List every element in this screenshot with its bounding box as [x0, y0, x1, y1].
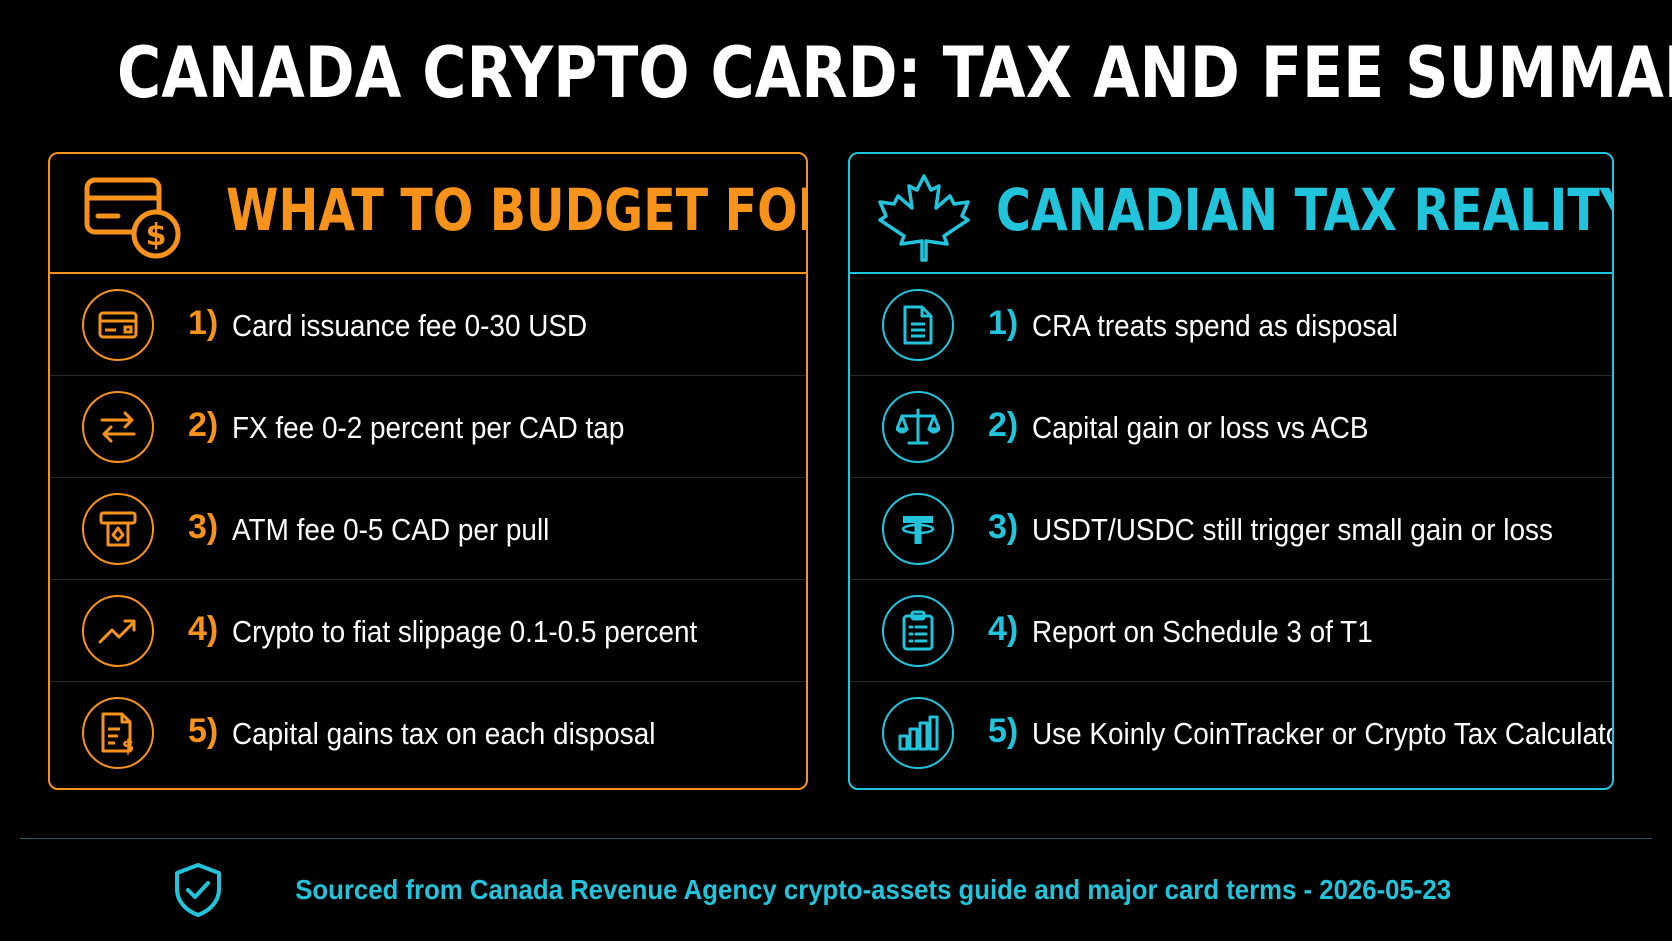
card-dollar-icon: $: [84, 177, 181, 259]
credit-card-icon: [82, 289, 154, 361]
item-text: Capital gains tax on each disposal: [232, 716, 656, 751]
tax-panel: CANADIAN TAX REALITY 1) CRA treats spend…: [848, 152, 1614, 790]
footer: Sourced from Canada Revenue Agency crypt…: [0, 860, 1672, 920]
shield-check-icon: [174, 863, 221, 917]
item-number: 2): [188, 406, 219, 444]
tax-item: 3) USDT/USDC still trigger small gain or…: [850, 478, 1612, 580]
item-number: 1): [188, 304, 219, 342]
budget-panel-header: $ WHAT TO BUDGET FOR: [50, 154, 806, 274]
item-text: CRA treats spend as disposal: [1032, 308, 1399, 343]
item-number: 3): [188, 508, 219, 546]
item-text: Crypto to fiat slippage 0.1-0.5 percent: [232, 614, 698, 649]
budget-item: $ 5) Capital gains tax on each disposal: [50, 682, 806, 784]
budget-item: 4) Crypto to fiat slippage 0.1-0.5 perce…: [50, 580, 806, 682]
budget-item: 1) Card issuance fee 0-30 USD: [50, 274, 806, 376]
atm-icon: [82, 493, 154, 565]
tax-heading: CANADIAN TAX REALITY: [996, 176, 1614, 244]
tax-panel-header: CANADIAN TAX REALITY: [850, 154, 1612, 274]
tether-icon: [882, 493, 954, 565]
item-text: FX fee 0-2 percent per CAD tap: [232, 410, 625, 445]
trend-up-icon: [82, 595, 154, 667]
item-number: 1): [988, 304, 1019, 342]
item-text: Card issuance fee 0-30 USD: [232, 308, 588, 343]
item-text: Report on Schedule 3 of T1: [1032, 614, 1373, 649]
clipboard-icon: [882, 595, 954, 667]
footer-source-text: Sourced from Canada Revenue Agency crypt…: [295, 874, 1451, 905]
item-number: 4): [988, 610, 1019, 648]
item-number: 3): [988, 508, 1019, 546]
budget-heading: WHAT TO BUDGET FOR: [226, 176, 808, 244]
tax-item: 5) Use Koinly CoinTracker or Crypto Tax …: [850, 682, 1612, 784]
budget-panel: $ WHAT TO BUDGET FOR 1) Card issuance fe…: [48, 152, 808, 790]
maple-leaf-icon: [878, 174, 970, 262]
item-text: USDT/USDC still trigger small gain or lo…: [1032, 512, 1553, 547]
document-icon: [882, 289, 954, 361]
tax-item: 2) Capital gain or loss vs ACB: [850, 376, 1612, 478]
item-text: ATM fee 0-5 CAD per pull: [232, 512, 550, 547]
item-number: 5): [988, 712, 1019, 750]
exchange-arrows-icon: [82, 391, 154, 463]
scales-icon: [882, 391, 954, 463]
item-number: 2): [988, 406, 1019, 444]
item-text: Capital gain or loss vs ACB: [1032, 410, 1369, 445]
tax-item: 1) CRA treats spend as disposal: [850, 274, 1612, 376]
item-number: 4): [188, 610, 219, 648]
svg-text:$: $: [146, 218, 167, 253]
item-number: 5): [188, 712, 219, 750]
footer-divider: [20, 838, 1652, 839]
tax-item: 4) Report on Schedule 3 of T1: [850, 580, 1612, 682]
item-text: Use Koinly CoinTracker or Crypto Tax Cal…: [1032, 716, 1614, 751]
page-title: CANADA CRYPTO CARD: TAX AND FEE SUMMARY: [117, 32, 1672, 114]
budget-item: 2) FX fee 0-2 percent per CAD tap: [50, 376, 806, 478]
svg-text:$: $: [122, 736, 135, 755]
budget-item: 3) ATM fee 0-5 CAD per pull: [50, 478, 806, 580]
bar-chart-icon: [882, 697, 954, 769]
tax-document-icon: $: [82, 697, 154, 769]
